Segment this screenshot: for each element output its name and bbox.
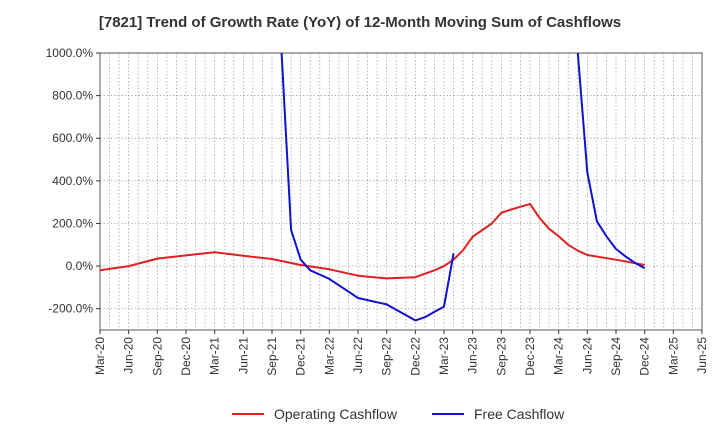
- x-tick-label: Dec-22: [408, 337, 422, 376]
- chart-title: [7821] Trend of Growth Rate (YoY) of 12-…: [98, 14, 622, 31]
- y-tick-label: 600.0%: [52, 131, 93, 145]
- y-tick-label: 0.0%: [66, 259, 94, 273]
- series-line-operating-cashflow: [100, 202, 645, 280]
- x-tick-label: Dec-23: [523, 337, 537, 376]
- x-tick-label: Jun-20: [122, 337, 136, 374]
- y-axis: -200.0% 0.0% 200.0% 400.0% 600.0% 800.0% 1000.…: [46, 46, 100, 316]
- series: [100, 53, 646, 322]
- x-tick-label: Sep-24: [609, 337, 623, 376]
- grid: [99, 52, 703, 331]
- x-tick-label: Jun-23: [466, 337, 480, 374]
- x-tick-label: Sep-23: [494, 337, 508, 376]
- x-tick-label: Mar-23: [437, 337, 451, 375]
- x-tick-label: Sep-20: [150, 337, 164, 376]
- x-tick-label: Mar-22: [322, 337, 336, 375]
- legend: Operating Cashflow Free Cashflow: [232, 406, 565, 422]
- x-tick-label: Mar-25: [666, 337, 680, 375]
- x-tick-label: Sep-21: [265, 337, 279, 376]
- y-tick-label: 200.0%: [52, 216, 93, 230]
- plot-frame: [99, 52, 703, 331]
- x-tick-label: Jun-25: [695, 337, 709, 374]
- x-axis: Mar-20 Jun-20 Sep-20 Dec-20 Mar-21 Jun-21 Sep-…: [93, 330, 709, 376]
- x-tick-label: Dec-21: [294, 337, 308, 376]
- x-tick-label: Mar-20: [93, 337, 107, 375]
- x-tick-label: Jun-22: [351, 337, 365, 374]
- y-tick-label: 400.0%: [52, 174, 93, 188]
- legend-label: Operating Cashflow: [274, 406, 398, 422]
- legend-label: Free Cashflow: [474, 406, 565, 422]
- x-tick-label: Mar-24: [552, 337, 566, 375]
- y-tick-label: 1000.0%: [46, 46, 94, 60]
- x-tick-label: Jun-21: [236, 337, 250, 374]
- x-tick-label: Jun-24: [580, 337, 594, 374]
- x-tick-label: Dec-20: [179, 337, 193, 376]
- y-tick-label: 800.0%: [52, 89, 93, 103]
- series-line-free-cashflow: [280, 53, 455, 322]
- x-tick-label: Dec-24: [638, 337, 652, 376]
- y-tick-label: -200.0%: [48, 302, 93, 316]
- x-tick-label: Mar-21: [208, 337, 222, 375]
- series-line-free-cashflow: [576, 53, 646, 270]
- x-tick-label: Sep-22: [380, 337, 394, 376]
